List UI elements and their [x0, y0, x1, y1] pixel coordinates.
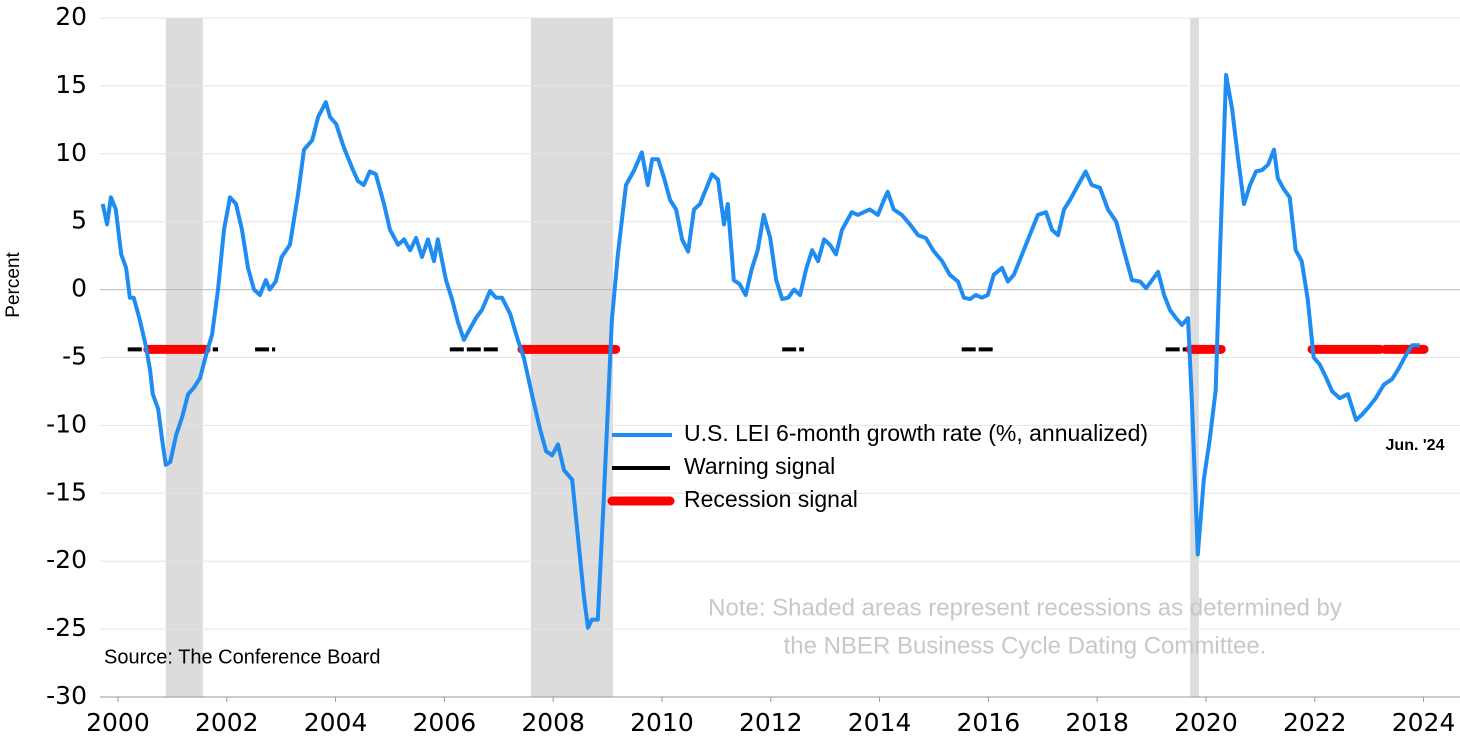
- x-tick-label: 2014: [848, 708, 912, 737]
- x-tick-label: 2008: [521, 708, 585, 737]
- y-tick-label: 0: [71, 274, 87, 303]
- y-tick-label: 20: [55, 2, 87, 31]
- y-axis-label: Percent: [3, 252, 24, 318]
- legend-label: Recession signal: [684, 486, 858, 512]
- last-date-label: Jun. '24: [1386, 437, 1445, 454]
- series-line: [100, 73, 1420, 630]
- legend-label: U.S. LEI 6-month growth rate (%, annuali…: [684, 420, 1148, 446]
- x-tick-label: 2012: [739, 708, 803, 737]
- x-tick-label: 2010: [630, 708, 694, 737]
- x-tick-label: 2016: [957, 708, 1021, 737]
- x-tick-label: 2002: [195, 708, 259, 737]
- y-tick-label: -15: [46, 477, 87, 506]
- note: Note: Shaded areas represent recessions …: [708, 594, 1342, 621]
- source: Source: The Conference Board: [104, 646, 380, 668]
- y-tick-label: 5: [71, 206, 87, 235]
- x-tick-label: 2004: [304, 708, 368, 737]
- x-tick-label: 2024: [1392, 708, 1456, 737]
- note: the NBER Business Cycle Dating Committee…: [784, 632, 1267, 659]
- y-tick-label: -10: [46, 409, 87, 438]
- x-tick-label: 2020: [1174, 708, 1238, 737]
- x-tick-label: 2006: [413, 708, 477, 737]
- y-tick-label: 15: [55, 70, 87, 99]
- x-tick-label: 2018: [1065, 708, 1129, 737]
- y-tick-label: -20: [46, 545, 87, 574]
- y-tick-label: 10: [55, 138, 87, 167]
- y-tick-label: -25: [46, 613, 87, 642]
- legend-label: Warning signal: [684, 453, 835, 479]
- y-tick-label: -5: [62, 342, 87, 371]
- x-tick-label: 2022: [1283, 708, 1347, 737]
- y-tick-label: -30: [46, 681, 87, 710]
- x-tick-label: 2000: [86, 708, 150, 737]
